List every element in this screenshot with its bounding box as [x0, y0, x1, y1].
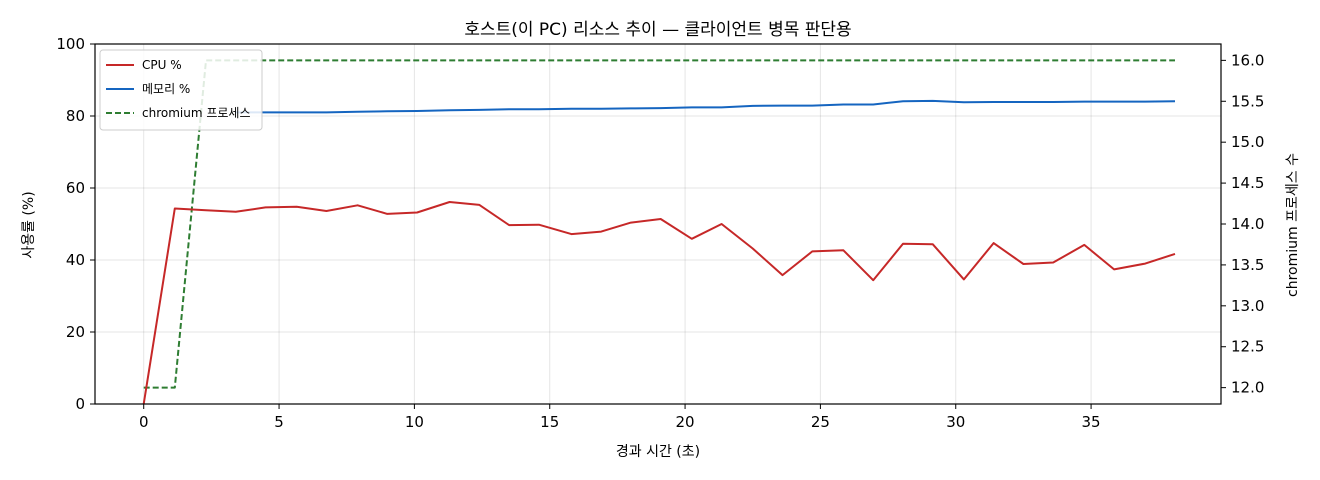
x-tick-label: 0 — [139, 413, 149, 431]
y-tick-label: 80 — [66, 107, 85, 125]
x-tick-label: 35 — [1082, 413, 1101, 431]
series-line-0 — [142, 201, 1176, 405]
y2-tick-label: 14.0 — [1231, 215, 1264, 233]
y-tick-label: 100 — [56, 35, 85, 53]
y2-axis-label: chromium 프로세스 수 — [1285, 153, 1301, 297]
series-line-1 — [235, 99, 1176, 114]
plot-area-frame — [94, 43, 1222, 405]
y-axis-label: 사용률 (%) — [21, 191, 37, 258]
x-axis-label: 경과 시간 (초) — [616, 444, 700, 460]
y-tick-label: 0 — [75, 395, 85, 413]
y2-tick-label: 14.5 — [1231, 174, 1264, 192]
y2-tick-label: 15.5 — [1231, 92, 1264, 110]
y2-tick-label: 13.5 — [1231, 256, 1264, 274]
series-layer — [142, 59, 1176, 405]
x-axis: 0 5 10 15 20 25 30 35 — [139, 404, 1101, 431]
x-tick-label: 25 — [811, 413, 830, 431]
y2-tick-label: 16.0 — [1231, 51, 1264, 69]
legend: CPU % 메모리 % chromium 프로세스 — [99, 49, 263, 131]
y2-tick-label: 12.0 — [1231, 379, 1264, 397]
y2-tick-label: 12.5 — [1231, 338, 1264, 356]
legend-label: CPU % — [142, 58, 182, 72]
y-tick-label: 20 — [66, 323, 85, 341]
x-tick-label: 10 — [405, 413, 424, 431]
y2-tick-label: 13.0 — [1231, 297, 1264, 315]
x-tick-label: 5 — [274, 413, 284, 431]
x-tick-label: 30 — [946, 413, 965, 431]
chart-title: 호스트(이 PC) 리소스 추이 — 클라이언트 병목 판단용 — [464, 20, 851, 40]
legend-label: chromium 프로세스 — [142, 106, 251, 120]
y-axis-left: 0 20 40 60 80 100 — [56, 35, 95, 413]
grid — [95, 43, 1221, 405]
y2-tick-label: 15.0 — [1231, 133, 1264, 151]
series-line-2 — [143, 59, 1175, 389]
y-tick-label: 40 — [66, 251, 85, 269]
x-tick-label: 15 — [540, 413, 559, 431]
x-tick-label: 20 — [676, 413, 695, 431]
legend-box — [99, 49, 263, 131]
y-axis-right: 12.0 12.5 13.0 13.5 14.0 14.5 15.0 15.5 16.0 — [1221, 51, 1264, 397]
legend-label: 메모리 % — [142, 82, 190, 96]
y-tick-label: 60 — [66, 179, 85, 197]
